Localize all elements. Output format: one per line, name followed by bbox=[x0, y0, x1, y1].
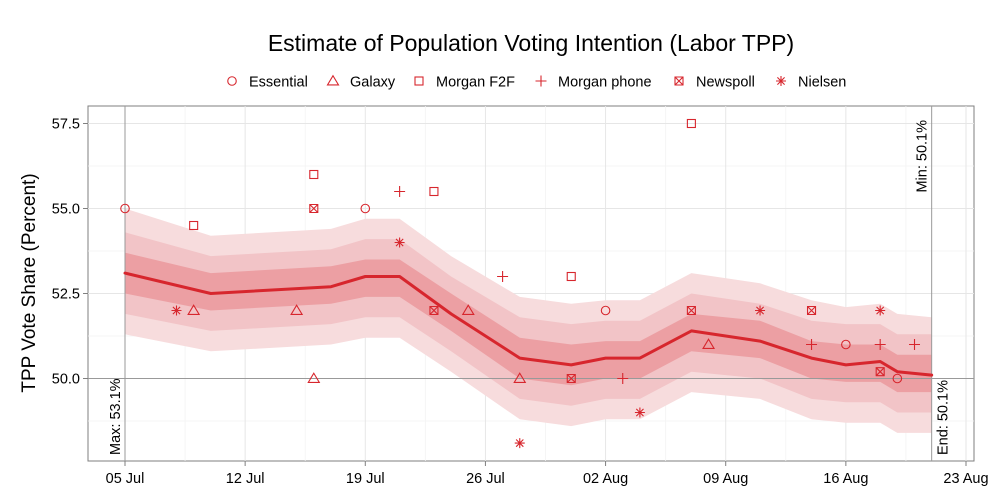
legend-symbol-square bbox=[414, 76, 424, 86]
reference-lines bbox=[88, 106, 974, 461]
legend-label: Nielsen bbox=[798, 75, 846, 91]
poll-point-galaxy bbox=[513, 372, 527, 383]
poll-point-newspoll bbox=[566, 373, 576, 384]
poll-point-morgan-phone bbox=[394, 186, 406, 197]
legend-label: Galaxy bbox=[350, 75, 396, 91]
poll-point-essential bbox=[841, 339, 851, 350]
poll-point-morgan-phone bbox=[497, 271, 509, 282]
poll-point-newspoll bbox=[429, 305, 439, 316]
legend-item-essential: Essential bbox=[227, 75, 308, 91]
poll-point-morgan-phone bbox=[806, 339, 818, 350]
poll-point-morgan-phone bbox=[909, 339, 921, 350]
y-axis: 50.0 52.5 55.0 57.5 bbox=[52, 117, 88, 388]
x-tick-label: 16 Aug bbox=[823, 471, 868, 487]
legend-label: Essential bbox=[249, 75, 308, 91]
poll-point-nielsen bbox=[875, 305, 886, 316]
y-tick-label: 50.0 bbox=[52, 372, 80, 388]
legend-item-morgan-f2f: Morgan F2F bbox=[414, 75, 515, 91]
poll-point-morgan-f2f bbox=[309, 169, 319, 180]
legend-label: Morgan F2F bbox=[436, 75, 515, 91]
poll-point-morgan-f2f bbox=[686, 118, 696, 129]
legend-item-morgan-phone: Morgan phone bbox=[535, 75, 652, 91]
x-tick-label: 19 Jul bbox=[346, 471, 385, 487]
legend-symbol-circle bbox=[227, 76, 237, 86]
annotation-label: Min: 50.1% bbox=[915, 120, 931, 193]
x-tick-label: 02 Aug bbox=[583, 471, 628, 487]
annotation-label: Max: 53.1% bbox=[108, 378, 124, 455]
x-tick-label: 26 Jul bbox=[466, 471, 505, 487]
poll-point-newspoll bbox=[806, 305, 817, 316]
poll-point-galaxy bbox=[461, 304, 475, 315]
legend-symbol-asterisk bbox=[776, 76, 786, 86]
poll-point-newspoll bbox=[875, 367, 885, 377]
legend-symbol-plus bbox=[535, 75, 547, 87]
poll-point-newspoll bbox=[686, 305, 696, 316]
x-axis: 05 Jul 12 Jul 19 Jul 26 Jul 02 Aug 09 Aug 16 A… bbox=[106, 461, 989, 487]
poll-point-essential bbox=[600, 305, 611, 316]
poll-point-essential bbox=[892, 373, 903, 384]
poll-point-morgan-phone bbox=[617, 373, 629, 384]
poll-point-galaxy bbox=[290, 304, 304, 315]
legend-label: Morgan phone bbox=[558, 75, 652, 91]
y-tick-label: 55.0 bbox=[52, 202, 80, 218]
x-tick-label: 23 Aug bbox=[943, 471, 988, 487]
poll-point-nielsen bbox=[634, 407, 645, 418]
legend-item-galaxy: Galaxy bbox=[326, 74, 396, 91]
poll-point-nielsen bbox=[394, 237, 405, 248]
legend-symbol-boxcross bbox=[674, 76, 684, 86]
poll-point-morgan-f2f bbox=[189, 220, 199, 231]
poll-point-galaxy bbox=[187, 304, 201, 315]
legend-item-nielsen: Nielsen bbox=[776, 75, 846, 91]
poll-point-essential bbox=[360, 203, 371, 214]
poll-point-morgan-phone bbox=[874, 339, 886, 350]
legend: Essential Galaxy Morgan F2F Morgan phone New… bbox=[227, 74, 846, 91]
poll-point-nielsen bbox=[171, 305, 182, 316]
legend-item-newspoll: Newspoll bbox=[674, 75, 755, 91]
poll-point-galaxy bbox=[307, 372, 321, 383]
legend-symbol-triangle bbox=[326, 74, 340, 86]
x-tick-label: 09 Aug bbox=[703, 471, 748, 487]
estimate-line-group bbox=[123, 271, 934, 377]
poll-point-nielsen bbox=[514, 438, 525, 449]
poll-point-nielsen bbox=[755, 305, 766, 316]
chart-title: Estimate of Population Voting Intention … bbox=[268, 30, 794, 56]
annotation-label: End: 50.1% bbox=[936, 380, 952, 455]
x-tick-label: 05 Jul bbox=[106, 471, 145, 487]
poll-point-morgan-f2f bbox=[429, 186, 439, 197]
estimate-line bbox=[123, 271, 934, 377]
poll-point-newspoll bbox=[309, 203, 319, 214]
poll-point-essential bbox=[120, 203, 130, 214]
poll-point-morgan-f2f bbox=[566, 271, 576, 282]
y-tick-label: 52.5 bbox=[52, 287, 80, 303]
y-axis-label: TPP Vote Share (Percent) bbox=[19, 173, 40, 392]
x-tick-label: 12 Jul bbox=[226, 471, 265, 487]
poll-point-galaxy bbox=[702, 338, 716, 349]
legend-label: Newspoll bbox=[696, 75, 755, 91]
poll-points bbox=[120, 118, 921, 449]
annotations: Max: 53.1% Min: 50.1% End: 50.1% bbox=[108, 120, 952, 455]
y-tick-label: 57.5 bbox=[52, 117, 80, 133]
